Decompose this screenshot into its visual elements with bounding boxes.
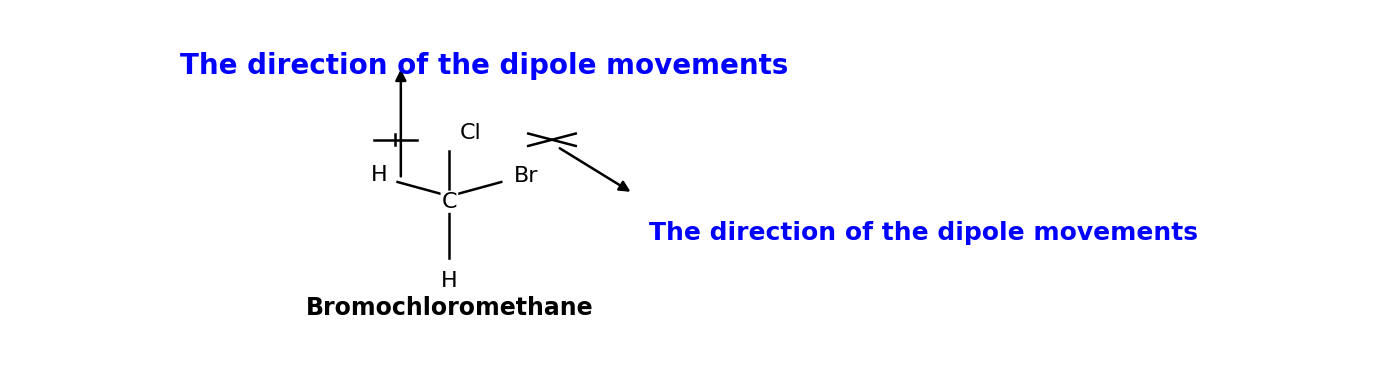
Text: The direction of the dipole movements: The direction of the dipole movements (180, 52, 788, 81)
Text: H: H (442, 270, 458, 291)
Text: Bromochloromethane: Bromochloromethane (305, 296, 593, 320)
Text: Br: Br (514, 167, 539, 186)
Text: C: C (442, 192, 457, 212)
Text: Cl: Cl (460, 123, 482, 143)
Text: H: H (371, 165, 387, 185)
Text: The direction of the dipole movements: The direction of the dipole movements (649, 221, 1198, 245)
